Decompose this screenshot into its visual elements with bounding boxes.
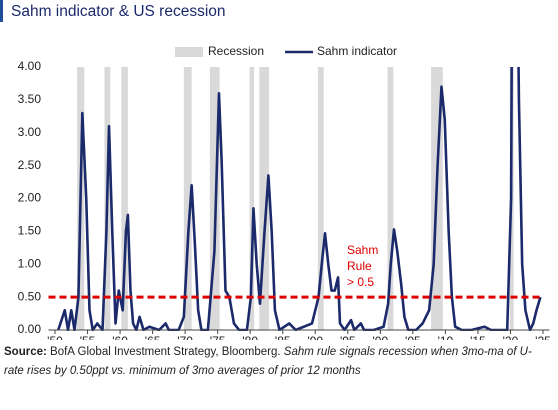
x-tick-label: '95 [340, 334, 356, 340]
x-tick-label: '85 [275, 334, 291, 340]
x-tick-label: '55 [80, 334, 96, 340]
y-tick-label: 2.50 [18, 158, 42, 172]
chart: Sahm indicator & US recession 0.00 0.50 1.… [0, 0, 551, 348]
sahm-line [57, 67, 542, 331]
source-label: Source: [4, 346, 47, 358]
y-tick-label: 0.50 [18, 289, 42, 303]
annotation: Sahm [347, 243, 378, 257]
legend-label: Recession [208, 44, 264, 58]
title-bar [0, 0, 3, 22]
annotation: Rule [347, 259, 372, 273]
recession-band [259, 67, 270, 330]
y-tick-label: 1.50 [18, 224, 42, 238]
legend-label: Sahm indicator [317, 44, 397, 58]
x-tick-label: '20 [503, 334, 519, 340]
y-tick-label: 2.00 [18, 191, 42, 205]
source-italic: Sahm rule signals recession when 3mo-ma … [4, 346, 532, 377]
plot-area [57, 67, 542, 331]
source-text: BofA Global Investment Strategy, Bloombe… [50, 346, 281, 358]
x-tick-label: '25 [535, 334, 551, 340]
source-note: Source: BofA Global Investment Strategy,… [4, 343, 549, 381]
legend-swatch [175, 47, 203, 57]
y-tick-label: 3.00 [18, 125, 42, 139]
recession-band [183, 67, 192, 330]
x-tick-label: '10 [438, 334, 454, 340]
x-tick-label: '80 [242, 334, 258, 340]
chart-title: Sahm indicator & US recession [11, 3, 226, 20]
x-tick-label: '90 [307, 334, 323, 340]
y-tick-label: 0.00 [18, 322, 42, 336]
recession-band [387, 67, 394, 330]
x-tick-label: '60 [112, 334, 128, 340]
recession-band [249, 67, 255, 330]
y-tick-label: 4.00 [18, 59, 42, 73]
recession-band [121, 67, 128, 330]
y-tick-label: 1.00 [18, 256, 42, 270]
y-tick-label: 3.50 [18, 92, 42, 106]
x-tick-label: '05 [405, 334, 421, 340]
x-tick-label: '00 [373, 334, 389, 340]
x-tick-label: '50 [47, 334, 63, 340]
x-tick-label: '75 [210, 334, 226, 340]
recession-band [317, 67, 324, 330]
x-tick-label: '65 [145, 334, 161, 340]
x-tick-label: '15 [470, 334, 486, 340]
x-tick-label: '70 [177, 334, 193, 340]
annotation: > 0.5 [347, 275, 374, 289]
